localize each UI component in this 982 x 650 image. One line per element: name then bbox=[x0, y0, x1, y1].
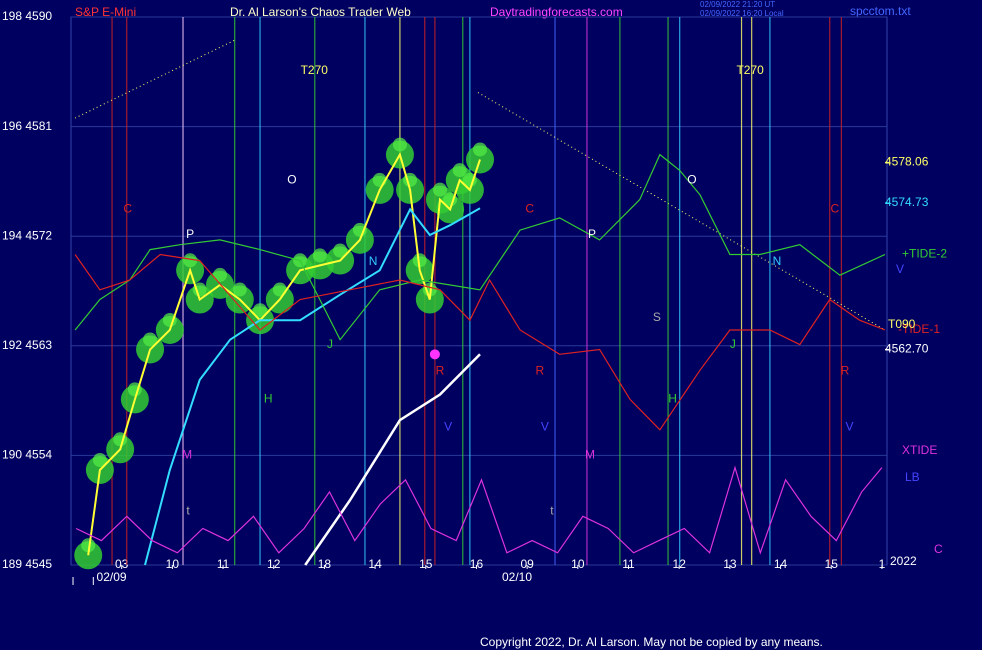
price-label: 4562.70 bbox=[885, 342, 929, 356]
annotation: S bbox=[653, 310, 661, 324]
price-halo bbox=[312, 248, 327, 263]
side-label: V bbox=[896, 262, 904, 276]
timestamp: 02/09/2022 21:20 UT bbox=[700, 0, 775, 9]
annotation: T270 bbox=[301, 63, 329, 77]
price-halo bbox=[432, 182, 447, 197]
annotation: P bbox=[186, 227, 194, 241]
price-halo bbox=[392, 137, 407, 152]
price-halo bbox=[272, 282, 287, 297]
annotation: J bbox=[730, 337, 736, 351]
x-tick-label: 09 bbox=[520, 557, 534, 571]
price-halo bbox=[143, 332, 158, 347]
price-halo bbox=[253, 303, 268, 318]
price-halo bbox=[213, 267, 228, 282]
series-line bbox=[75, 465, 883, 555]
annotation: H bbox=[264, 392, 273, 406]
x-tick-label: 03 bbox=[115, 557, 129, 571]
x-tick-label: 14 bbox=[368, 557, 382, 571]
annotation: N bbox=[369, 254, 378, 268]
x-tick-label: 13 bbox=[723, 557, 737, 571]
y-tick-label: 190 4554 bbox=[2, 448, 52, 462]
annotation: V bbox=[444, 420, 452, 434]
x-tick-label: 11 bbox=[622, 557, 635, 571]
price-halo bbox=[333, 243, 348, 258]
series-label: +TIDE-2 bbox=[902, 247, 947, 261]
annotation: N bbox=[773, 254, 782, 268]
annotation: J bbox=[327, 337, 333, 351]
price-halo bbox=[466, 145, 495, 174]
price-low-dot bbox=[429, 349, 440, 360]
x-tick-label: 10 bbox=[166, 557, 180, 571]
series-line bbox=[74, 153, 886, 341]
price-label: 4578.06 bbox=[885, 155, 929, 169]
timestamp: 02/09/2022 16:20 Local bbox=[700, 9, 784, 18]
price-halo bbox=[232, 282, 247, 297]
price-halo bbox=[81, 538, 96, 553]
annotation: P bbox=[588, 227, 596, 241]
price-halo bbox=[412, 253, 427, 268]
y-tick-label: 192 4563 bbox=[2, 338, 52, 352]
annotation: M bbox=[182, 448, 192, 462]
annotation: C bbox=[525, 202, 534, 216]
annotation: O bbox=[287, 172, 296, 186]
price-halo bbox=[473, 142, 488, 157]
annotation: T270 bbox=[736, 63, 764, 77]
side-label: T090 bbox=[888, 317, 916, 331]
annotation: C bbox=[123, 202, 132, 216]
annotation: R bbox=[535, 364, 544, 378]
price-label: 4574.73 bbox=[885, 195, 929, 209]
price-halo bbox=[162, 312, 177, 327]
annotation: C bbox=[830, 202, 839, 216]
date-label: 02/10 bbox=[502, 570, 532, 584]
trend-line bbox=[477, 92, 886, 331]
series-line bbox=[87, 152, 481, 556]
annotation: O bbox=[687, 172, 696, 186]
x-tick-label: 10 bbox=[571, 557, 585, 571]
annotation: t bbox=[550, 504, 554, 518]
annotation: R bbox=[436, 364, 445, 378]
price-halo bbox=[183, 253, 198, 268]
y-tick-label: 196 4581 bbox=[2, 119, 52, 133]
series-line bbox=[144, 207, 481, 566]
website: Daytradingforecasts.com bbox=[490, 5, 623, 19]
x-tick-label: 16 bbox=[470, 557, 484, 571]
series-line bbox=[304, 353, 481, 566]
annotation: t bbox=[186, 504, 190, 518]
x-tick-label: 12 bbox=[267, 557, 281, 571]
x-tick-label: 15 bbox=[419, 557, 433, 571]
y-tick-label: 194 4572 bbox=[2, 228, 52, 242]
annotation: M bbox=[585, 448, 595, 462]
x-tick-label: 15 bbox=[825, 557, 839, 571]
side-label: C bbox=[934, 542, 943, 556]
series-label: -TIDE-1 bbox=[898, 322, 940, 336]
y-tick-label: 198 4590 bbox=[2, 9, 52, 23]
x-tick-label: 14 bbox=[774, 557, 788, 571]
price-halo bbox=[92, 453, 107, 468]
series-label: XTIDE bbox=[902, 443, 937, 457]
y-tick-label: 189 4545 bbox=[2, 557, 52, 571]
x-tick-label: 1 bbox=[879, 557, 886, 571]
chart-subtitle: Dr. Al Larson's Chaos Trader Web bbox=[230, 5, 411, 19]
annotation: H bbox=[668, 392, 677, 406]
series-line bbox=[74, 253, 886, 431]
annotation: V bbox=[541, 420, 549, 434]
trend-line bbox=[74, 39, 235, 119]
x-tick-label: 11 bbox=[217, 557, 230, 571]
copyright: Copyright 2022, Dr. Al Larson. May not b… bbox=[480, 635, 823, 649]
price-halo bbox=[452, 163, 467, 178]
annotation: R bbox=[841, 364, 850, 378]
side-label: LB bbox=[905, 470, 920, 484]
file-name: spcctom.txt bbox=[850, 4, 911, 18]
date-label: 02/09 bbox=[97, 570, 127, 584]
annotation: V bbox=[845, 420, 853, 434]
chart-title: S&P E-Mini bbox=[75, 5, 136, 19]
year-label: 2022 bbox=[890, 554, 917, 568]
x-tick-label: 18 bbox=[318, 557, 332, 571]
